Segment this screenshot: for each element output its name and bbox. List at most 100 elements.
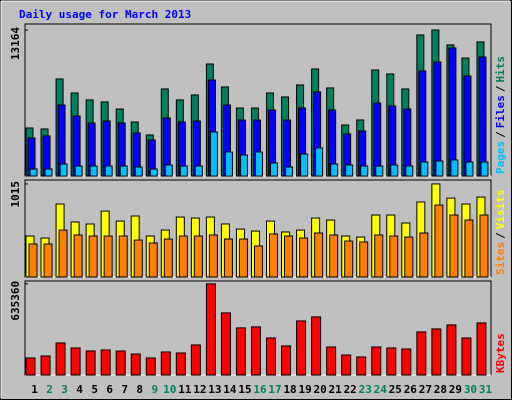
bar — [463, 75, 472, 177]
bar — [179, 165, 188, 177]
bar — [284, 235, 294, 278]
x-tick-label: 25 — [389, 383, 402, 396]
x-tick-label: 13 — [208, 383, 221, 396]
bar — [375, 165, 384, 177]
bar — [448, 47, 457, 177]
bar — [220, 312, 231, 376]
bar — [130, 353, 141, 376]
bar — [178, 235, 188, 278]
bar — [480, 161, 489, 177]
bar — [44, 168, 53, 177]
bar — [345, 164, 354, 177]
x-tick-label: 5 — [91, 383, 98, 396]
legend-entry: Pages — [494, 141, 507, 174]
x-tick-label: 9 — [151, 383, 158, 396]
x-tick-label: 19 — [298, 383, 311, 396]
bar — [344, 240, 354, 278]
x-tick-label: 18 — [283, 383, 296, 396]
x-tick-label: 21 — [329, 383, 343, 396]
bar — [374, 234, 384, 278]
bar — [435, 160, 444, 177]
bar — [476, 322, 487, 376]
bar — [341, 354, 352, 376]
bar — [431, 328, 442, 376]
bar — [175, 352, 186, 376]
bar — [254, 151, 263, 177]
bar — [326, 346, 337, 376]
legend-entry: Files — [494, 95, 507, 128]
y-tick-label: 635360 — [9, 281, 22, 321]
legend: Pages / Files / Hits — [494, 56, 507, 174]
legend: Sites / Visits — [494, 190, 507, 276]
x-tick-label: 14 — [223, 383, 237, 396]
bar — [115, 350, 126, 376]
bar — [416, 331, 427, 376]
bar — [281, 345, 292, 376]
x-tick-label: 10 — [163, 383, 176, 396]
x-tick-label: 3 — [61, 383, 68, 396]
bar — [133, 239, 143, 278]
bar — [85, 350, 96, 376]
bar — [43, 243, 53, 278]
bar — [29, 168, 38, 177]
bar — [40, 355, 51, 376]
x-tick-label: 27 — [419, 383, 432, 396]
bar — [190, 344, 201, 376]
bar — [193, 235, 203, 278]
bar — [149, 168, 158, 177]
bar — [296, 320, 307, 376]
bar — [238, 238, 248, 278]
bar — [285, 166, 294, 177]
x-tick-label: 11 — [178, 383, 192, 396]
bar — [269, 233, 279, 278]
bar — [70, 347, 81, 376]
bar — [239, 154, 248, 177]
bar — [300, 153, 309, 177]
bar — [209, 131, 218, 177]
bar — [55, 342, 66, 376]
bar — [28, 243, 38, 278]
bar — [235, 327, 246, 376]
x-tick-label: 30 — [464, 383, 477, 396]
legend-entry: Sites — [494, 242, 507, 275]
bar — [253, 245, 263, 278]
bar — [118, 235, 128, 278]
x-tick-label: 6 — [106, 383, 113, 396]
bar — [390, 164, 399, 177]
bar — [450, 159, 459, 177]
bar — [205, 283, 216, 376]
bar — [163, 238, 173, 278]
y-tick-label: 13164 — [9, 27, 22, 60]
legend-separator: / — [494, 232, 507, 239]
bar — [464, 219, 474, 278]
bar — [103, 235, 113, 278]
bar — [299, 237, 309, 278]
bar — [420, 161, 429, 177]
bar — [418, 70, 427, 177]
bar — [404, 236, 414, 278]
x-tick-label: 26 — [404, 383, 418, 396]
x-tick-label: 15 — [238, 383, 251, 396]
x-tick-label: 28 — [434, 383, 447, 396]
x-tick-label: 2 — [46, 383, 53, 396]
bar — [223, 238, 233, 278]
bar — [164, 164, 173, 177]
bar — [405, 165, 414, 177]
x-tick-label: 12 — [193, 383, 206, 396]
chart-title: Daily usage for March 2013 — [19, 8, 191, 21]
x-tick-label: 8 — [136, 383, 143, 396]
bar — [74, 165, 83, 177]
bar — [250, 326, 261, 376]
legend-entry: Hits — [494, 56, 507, 83]
x-tick-label: 23 — [359, 383, 372, 396]
bar — [371, 346, 382, 376]
x-tick-label: 7 — [121, 383, 128, 396]
bar — [208, 234, 218, 278]
bar — [359, 241, 369, 278]
bar — [446, 324, 457, 376]
x-tick-label: 24 — [374, 383, 388, 396]
bar — [401, 348, 412, 376]
x-tick-label: 1 — [31, 383, 38, 396]
bar — [89, 165, 98, 177]
